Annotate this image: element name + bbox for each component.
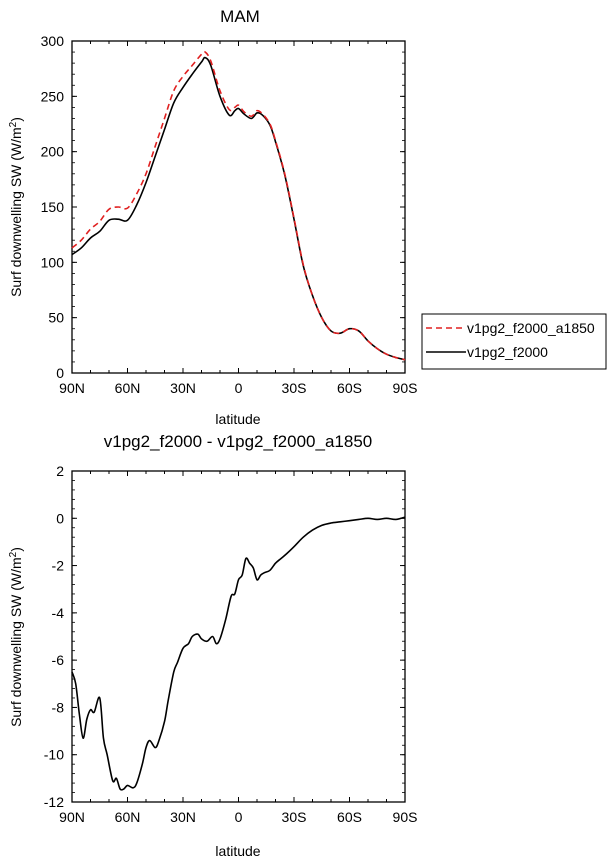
bottom-y-tick-label: -10 bbox=[44, 747, 64, 763]
bottom-x-tick-label: 30N bbox=[170, 809, 196, 825]
top-x-tick-label: 30N bbox=[170, 380, 196, 396]
bottom-x-tick-label: 90N bbox=[59, 809, 85, 825]
top-x-tick-label: 90N bbox=[59, 380, 85, 396]
bottom-series-lines bbox=[71, 516, 406, 791]
bottom-x-tick-label: 0 bbox=[235, 809, 243, 825]
bottom-y-tick-label: -4 bbox=[52, 605, 65, 621]
top-x-axis-label: latitude bbox=[215, 411, 260, 427]
bottom-y-tick-label: -8 bbox=[52, 699, 65, 715]
top-panel: MAM 90N 60N 30N 0 30S 60S 90S 0 50 100 150 200 250 30… bbox=[8, 7, 417, 427]
top-series-lines bbox=[71, 50, 406, 361]
legend-label-f2000: v1pg2_f2000 bbox=[467, 344, 548, 360]
top-y-tick-label: 150 bbox=[41, 199, 65, 215]
top-y-tick-label: 0 bbox=[56, 365, 64, 381]
bottom-y-tick-label: -2 bbox=[52, 558, 65, 574]
top-plot-frame bbox=[71, 40, 406, 374]
legend: v1pg2_f2000_a1850 v1pg2_f2000 bbox=[421, 313, 607, 370]
top-y-tick-label: 50 bbox=[48, 310, 64, 326]
legend-box bbox=[421, 313, 607, 370]
top-ticks: 90N 60N 30N 0 30S 60S 90S 0 50 100 150 200 250 300 bbox=[41, 33, 418, 396]
bottom-y-tick-label: -12 bbox=[44, 794, 64, 810]
top-y-tick-label: 200 bbox=[41, 144, 65, 160]
bottom-chart-title: v1pg2_f2000 - v1pg2_f2000_a1850 bbox=[104, 432, 372, 451]
bottom-x-tick-label: 30S bbox=[282, 809, 307, 825]
top-y-tick-label: 100 bbox=[41, 254, 65, 270]
top-x-tick-label: 60N bbox=[115, 380, 141, 396]
bottom-x-tick-label: 60S bbox=[337, 809, 362, 825]
top-chart-title: MAM bbox=[220, 7, 260, 26]
bottom-y-axis-label: Surf downwelling SW (W/m2) bbox=[8, 547, 24, 727]
legend-label-a1850: v1pg2_f2000_a1850 bbox=[467, 320, 595, 336]
top-x-tick-label: 60S bbox=[337, 380, 362, 396]
bottom-y-tick-label: 2 bbox=[56, 463, 64, 479]
bottom-y-tick-label: -6 bbox=[52, 652, 65, 668]
top-y-tick-label: 250 bbox=[41, 88, 65, 104]
top-series-line-v1pg2_f2000_a1850 bbox=[71, 50, 406, 361]
bottom-x-tick-label: 90S bbox=[393, 809, 418, 825]
top-x-tick-label: 0 bbox=[235, 380, 243, 396]
top-y-tick-label: 300 bbox=[41, 33, 65, 49]
top-series-line-v1pg2_f2000 bbox=[71, 56, 406, 361]
bottom-series-line-difference bbox=[71, 516, 406, 791]
top-x-tick-label: 90S bbox=[393, 380, 418, 396]
top-y-axis-label: Surf downwelling SW (W/m2) bbox=[8, 117, 24, 297]
bottom-x-axis-label: latitude bbox=[215, 843, 260, 859]
bottom-panel: v1pg2_f2000 - v1pg2_f2000_a1850 90N 60N 30… bbox=[8, 432, 417, 859]
bottom-ticks: 90N 60N 30N 0 30S 60S 90S 2 0 -2 -4 -6 -8 -10 -12 bbox=[44, 463, 418, 825]
bottom-x-tick-label: 60N bbox=[115, 809, 141, 825]
bottom-y-tick-label: 0 bbox=[56, 510, 64, 526]
top-x-tick-label: 30S bbox=[282, 380, 307, 396]
